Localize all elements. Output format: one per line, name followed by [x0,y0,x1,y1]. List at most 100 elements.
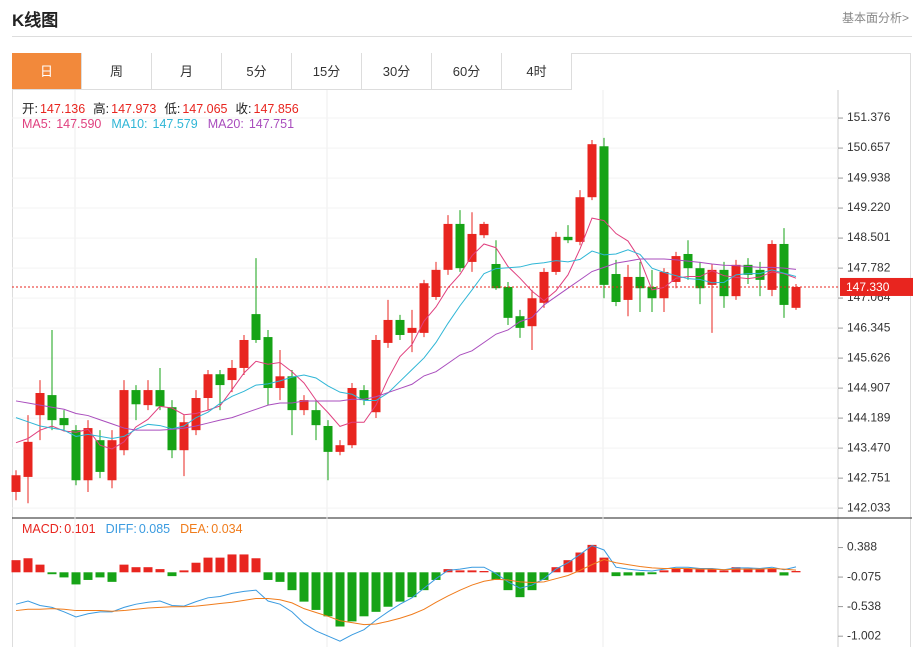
period-tab[interactable]: 30分 [362,53,432,90]
macd-bar [23,558,33,573]
macd-bar [263,572,273,580]
y-tick-label: 150.657 [847,140,891,154]
candle-body [359,390,369,401]
legend-value: 0.034 [211,522,243,536]
candle-body [119,390,129,451]
y-tick-label: 151.376 [847,110,891,124]
legend-label: MA20: [207,117,244,131]
macd-bar [251,558,261,573]
y-tick-label: 0.388 [847,540,877,554]
macd-bar [599,557,609,573]
candle-body [563,236,573,241]
candle-body [443,223,453,270]
macd-bar [287,572,297,591]
period-tab[interactable]: 15分 [292,53,362,90]
period-tab[interactable]: 5分 [222,53,292,90]
macd-bar [503,572,513,591]
ma-line [15,249,797,440]
macd-bar [347,572,357,622]
candle-body [707,269,717,285]
candle-body [611,274,621,302]
candle-body [179,422,189,451]
macd-bar [719,570,729,573]
y-tick-label: 143.470 [847,440,891,454]
candle-body [323,425,333,452]
candle-body [695,268,705,289]
y-tick-label: 144.907 [847,380,891,394]
ma-legend: MA5: 147.590 MA10: 147.579 MA20: 147.751 [22,117,304,131]
candle-body [743,264,753,275]
macd-legend: MACD: 0.101 DIFF: 0.085 DEA: 0.034 [22,522,253,536]
y-tick-label: -1.002 [847,628,881,642]
macd-bar [515,572,525,598]
macd-line [15,544,797,642]
macd-bar [683,568,693,573]
candle-body [263,337,273,388]
candle-body [419,283,429,333]
candle-body [239,339,249,368]
candle-body [395,319,405,335]
period-tab[interactable]: 4时 [502,53,572,90]
macd-bar [479,571,489,573]
ma-line [15,217,797,450]
ohlc-legend: 开: 147.136 高: 147.973 低: 147.065 收: 147.856 [22,98,307,117]
macd-bar [635,572,645,576]
macd-bar [575,552,585,573]
macd-bar [275,572,285,582]
candle-body [587,144,597,198]
macd-bar [299,572,309,602]
legend-value: 0.085 [138,522,171,536]
candle-body [455,223,465,269]
macd-bar [191,562,201,573]
y-tick-label: 144.189 [847,410,891,424]
candle-body [779,243,789,305]
legend-label: MA10: [111,117,148,131]
legend-value: 0.101 [64,522,96,536]
macd-bar [47,572,57,575]
last-price-box [840,277,913,296]
candle-body [431,269,441,297]
period-tab[interactable]: 周 [82,53,152,90]
macd-bar [455,570,465,573]
candle-body [623,276,633,300]
page-title: K线图 [12,11,59,30]
macd-bar [83,572,93,580]
candle-body [71,430,81,481]
macd-bar [59,572,69,578]
macd-bar [383,572,393,607]
candle-body [575,197,585,242]
candle-body [647,286,657,299]
candle-body [107,440,117,481]
fundamentals-link[interactable]: 基本面分析> [841,11,909,25]
candle-body [287,376,297,411]
candle-body [503,286,513,318]
macd-bar [11,560,21,573]
macd-bar [791,571,801,573]
candle-body [155,390,165,407]
legend-label: DEA: [180,522,210,536]
period-tab[interactable]: 60分 [432,53,502,90]
candle-body [479,223,489,236]
macd-bar [35,564,45,573]
candle-body [371,339,381,413]
legend-value: 147.856 [253,102,299,116]
candle-body [35,393,45,416]
period-tab[interactable]: 日 [12,53,82,90]
y-tick-label: 149.938 [847,170,891,184]
macd-bar [743,568,753,573]
macd-bar [563,560,573,573]
legend-label: MA5: [22,117,52,131]
candle-body [755,269,765,280]
period-tabs: 日周月 5分 15分 30分 60分 4时 [12,53,572,90]
macd-bar [359,572,369,617]
macd-bar [527,572,537,591]
macd-bar [671,568,681,573]
macd-line [15,559,797,626]
divider [12,36,912,37]
y-tick-label: 149.220 [847,200,891,214]
legend-label: DIFF: [105,522,137,536]
y-tick-label: 145.626 [847,350,891,364]
y-tick-label: 142.751 [847,470,891,484]
period-tab[interactable]: 月 [152,53,222,90]
